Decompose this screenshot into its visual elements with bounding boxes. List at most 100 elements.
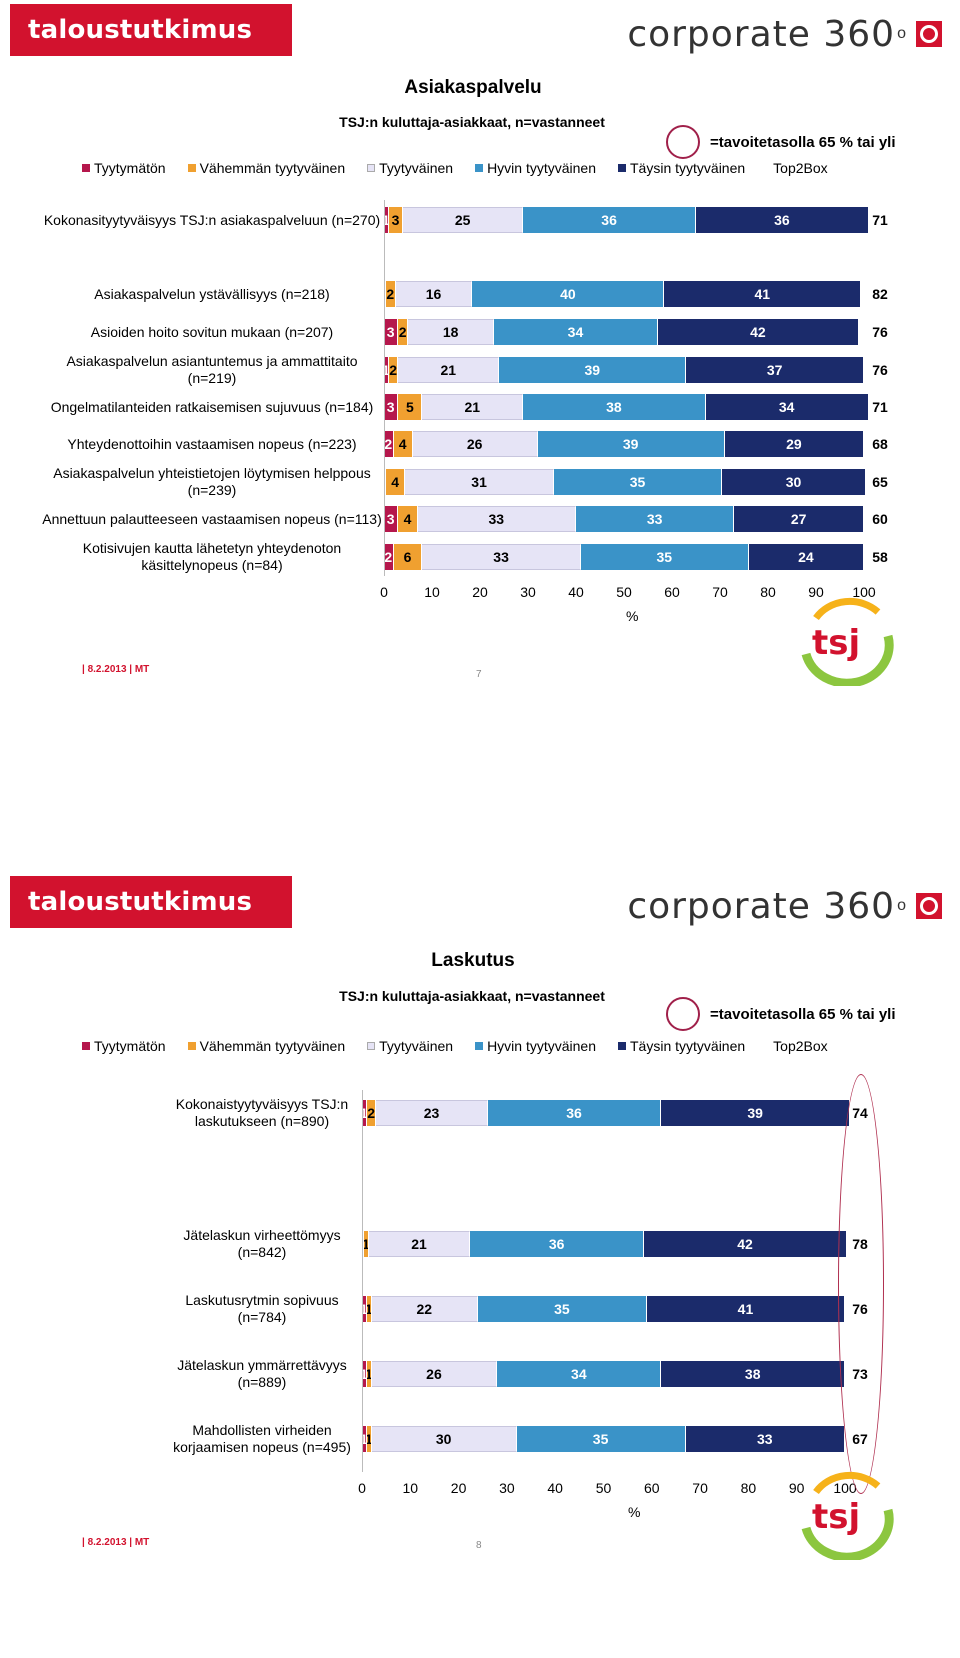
legend-label: Vähemmän tyytyväinen [199,1038,346,1054]
legend-label: Tyytymätön [94,160,166,176]
legend-item-taysin: Täysin tyytyväinen [618,1038,745,1054]
x-tick-label: 30 [520,584,536,600]
bar-segment-hyvin: 34 [494,319,658,345]
bar-segment-tyytymaton: 1 [362,1361,367,1387]
legend-label: Tyytymätön [94,1038,166,1054]
top2box-value: 65 [872,474,888,490]
x-tick-label: 0 [358,1480,366,1496]
target-note-text: =tavoitetasolla 65 % tai yli [710,1005,896,1023]
bar-segment-vahemman: 1 [366,1426,372,1452]
legend-label: Tyytyväinen [379,160,454,176]
tsj-logo-icon: tsj [801,1471,894,1560]
slide-laskutus: taloustutkimus oy corporate 360 o Laskutu… [0,872,960,1658]
legend-swatch [475,164,484,172]
corporate360-logo: corporate 360 o [627,8,942,60]
stacked-bar: 13253636 [384,207,869,233]
stacked-bar: 12213937 [384,357,864,383]
bar-segment-tyytyvainen: 26 [412,431,538,457]
slide-subtitle: TSJ:n kuluttaja-asiakkaat, n=vastanneet [339,988,605,1004]
category-label: Jätelaskun virheettömyys (n=842) [183,1227,341,1260]
top2box-value: 76 [872,362,888,378]
bar-segment-tyytymaton: 1 [362,1100,367,1126]
category-label: Kotisivujen kautta lähetetyn yhteydenoto… [82,540,342,573]
x-axis-label: % [626,608,639,624]
slide-footer: | 8.2.2013 | MT [82,1537,150,1548]
top2box-value: 71 [872,399,888,415]
x-tick-label: 40 [568,584,584,600]
bar-segment-tyytyvainen: 18 [407,319,495,345]
bar-segment-hyvin: 39 [499,357,687,383]
bar-segment-taysin: 42 [657,319,860,345]
slide-footer: | 8.2.2013 | MT [82,664,150,675]
target-circle-icon [666,997,700,1031]
legend-item-tyytymaton: Tyytymätön [82,160,166,176]
bar-segment-vahemman: 2 [398,319,408,345]
bar-segment-vahemman: 4 [398,506,418,532]
x-tick-label: 70 [692,1480,708,1496]
page-number: 7 [476,669,482,680]
target-circle-icon [666,125,700,159]
stacked-bar: 2 4 26 39 29 [384,431,864,457]
category-label: Mahdollisten virheiden korjaamisen nopeu… [173,1422,351,1455]
corporate360-text: corporate 360 [627,13,896,55]
bar-segment-hyvin: 35 [580,544,749,570]
slide-title: Asiakaspalvelu [404,77,542,98]
bar-segment-vahemman: 4 [386,469,406,495]
bar-segment-hyvin: 35 [477,1296,647,1322]
x-tick-label: 50 [616,584,632,600]
top2box-value: 76 [872,324,888,340]
legend-label: Täysin tyytyväinen [630,160,746,176]
bar-segment-tyytyvainen: 31 [405,469,554,495]
bar-segment-taysin: 39 [661,1100,850,1126]
corporate360-degree: o [897,25,906,42]
x-tick-label: 90 [808,584,824,600]
target-highlight-ellipse [838,1074,884,1494]
tsj-logo-icon: tsj [801,597,894,686]
bar-segment-tyytyvainen: 21 [422,394,524,420]
legend-item-tyytyvainen: Tyytyväinen [367,160,453,176]
stacked-bar: 11303533 [362,1426,845,1452]
category-label: Ongelmatilanteiden ratkaisemisen sujuvuu… [50,398,374,415]
x-tick-label: 50 [595,1480,612,1496]
bar-segment-vahemman: 1 [364,1231,369,1257]
x-tick-label: 100 [852,584,876,600]
category-label: Kokonasityytyväisyys TSJ:n asiakaspalvel… [43,211,381,228]
stacked-bar: 11263438 [362,1361,845,1387]
bar-segment-vahemman: 6 [393,544,423,570]
bar-segment-tyytymaton: 1 [362,1296,367,1322]
bar-segment-tyytymaton: 3 [384,506,399,532]
x-tick-label: 60 [644,1480,660,1496]
x-tick-label: 60 [664,584,680,600]
stacked-bar: 11223541 [362,1296,845,1322]
legend: Tyytymätön Vähemmän tyytyväinen Tyytyväi… [82,1038,828,1054]
bar-segment-tyytyvainen: 23 [376,1100,488,1126]
bar-segment-hyvin: 36 [523,207,696,233]
bar-segment-hyvin: 40 [472,281,665,307]
bar-segment-taysin: 24 [748,544,864,570]
bar-segment-tyytyvainen: 16 [395,281,473,307]
x-tick-label: 20 [450,1480,467,1496]
category-label: Asiakaspalvelun ystävällisyys (n=218) [94,285,330,302]
category-label: Asiakaspalvelun yhteistietojen löytymise… [53,465,371,498]
bar-segment-tyytymaton: 2 [384,431,394,457]
category-label: Yhteydenottoihin vastaamisen nopeus (n=2… [67,435,357,452]
legend-swatch [367,1042,376,1050]
stacked-bar: 12233639 [362,1100,850,1126]
category-label: Asioiden hoito sovitun mukaan (n=207) [90,323,334,340]
legend-swatch [618,1042,626,1050]
taloustutkimus-logo: taloustutkimus oy [10,4,292,97]
x-tick-label: 40 [547,1480,563,1496]
legend-label: Hyvin tyytyväinen [487,160,596,176]
bar-segment-hyvin: 39 [537,431,725,457]
target-note: =tavoitetasolla 65 % tai yli [666,997,896,1031]
legend-swatch [82,164,90,172]
slide-subtitle: TSJ:n kuluttaja-asiakkaat, n=vastanneet [339,114,605,130]
bar-segment-taysin: 42 [644,1231,847,1257]
category-label: Jätelaskun ymmärrettävyys (n=889) [177,1357,347,1390]
corporate360-text: corporate 360 [627,885,896,927]
x-tick-label: 20 [472,584,488,600]
x-tick-label: 80 [740,1480,757,1496]
bar-segment-tyytyvainen: 26 [371,1361,498,1387]
bar-segment-tyytyvainen: 21 [398,357,500,383]
page-number: 8 [476,1540,482,1551]
